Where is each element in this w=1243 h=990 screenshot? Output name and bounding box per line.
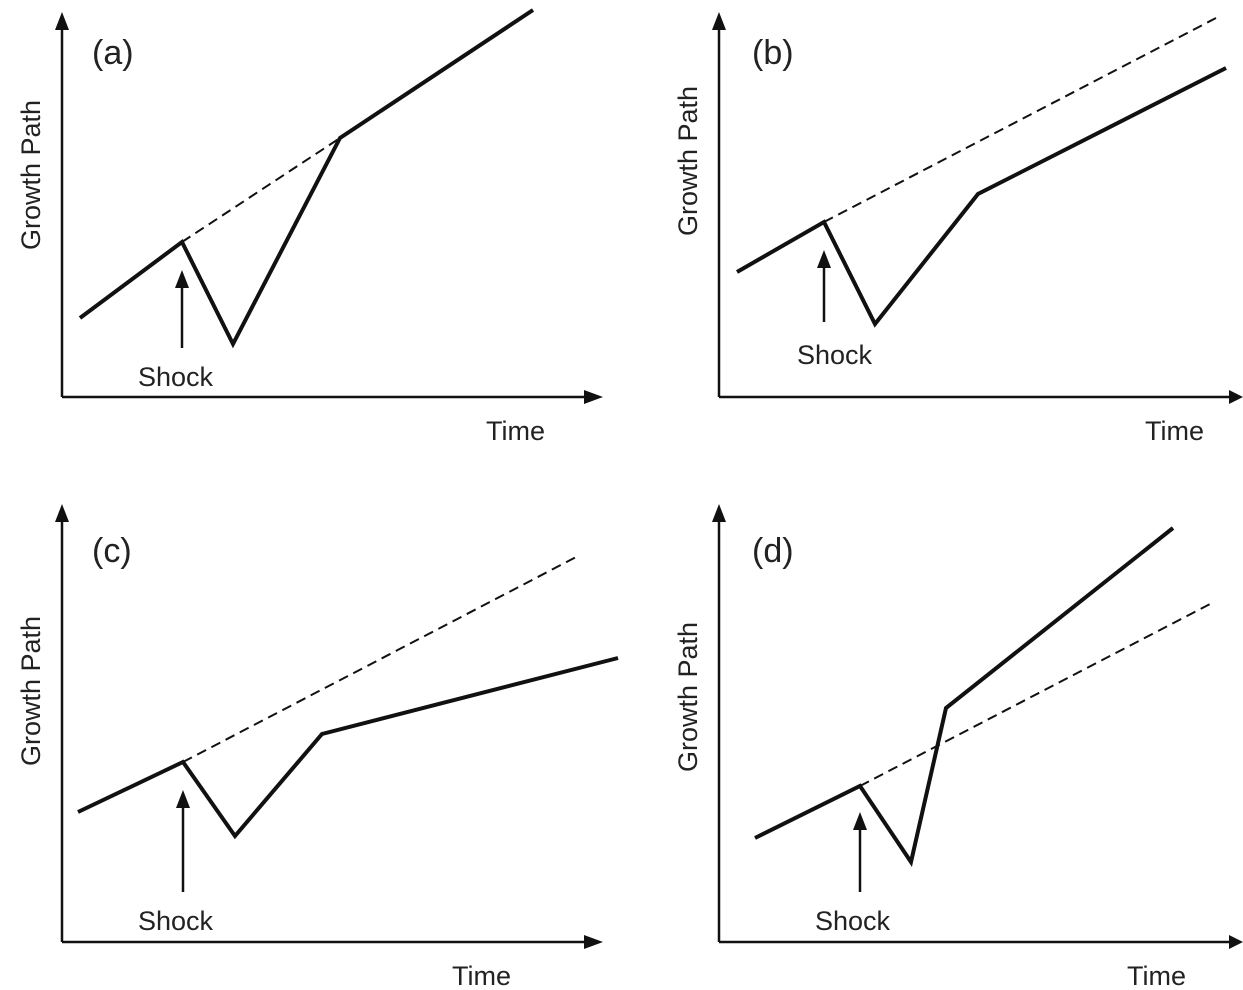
x-axis-arrowhead <box>1229 390 1243 404</box>
y-axis-label: Growth Path <box>16 100 46 250</box>
panel-a: (a) Growth Path Time Shock <box>16 8 603 446</box>
y-axis-label: Growth Path <box>16 616 46 766</box>
y-axis-label: Growth Path <box>673 622 703 772</box>
panel-label: (a) <box>92 34 134 72</box>
shock-arrowhead <box>175 270 189 288</box>
y-axis-arrowhead <box>712 504 726 522</box>
panel-b: (b) Growth Path Time Shock <box>673 12 1243 446</box>
shock-label: Shock <box>138 906 214 936</box>
panel-label: (c) <box>92 532 132 570</box>
x-axis-label: Time <box>486 416 545 446</box>
x-axis-label: Time <box>1127 961 1186 990</box>
pre-shock-trend-line <box>181 137 341 243</box>
actual-growth-path <box>754 526 1175 867</box>
x-axis-arrowhead <box>584 390 603 404</box>
x-axis-label: Time <box>452 961 511 990</box>
shock-arrowhead <box>853 812 867 830</box>
panel-label: (b) <box>752 34 794 72</box>
panel-c: (c) Growth Path Time Shock <box>16 504 619 990</box>
pre-shock-trend-line <box>823 17 1217 223</box>
actual-growth-path <box>736 66 1227 328</box>
shock-arrowhead <box>176 790 190 808</box>
panel-label: (d) <box>752 532 794 570</box>
pre-shock-trend-line <box>182 554 581 763</box>
actual-growth-path <box>77 656 619 840</box>
x-axis-arrowhead <box>584 935 603 949</box>
actual-growth-path <box>78 8 535 349</box>
y-axis-label: Growth Path <box>673 86 703 236</box>
y-axis-arrowhead <box>55 12 69 30</box>
shock-label: Shock <box>815 906 891 936</box>
y-axis-arrowhead <box>712 12 726 30</box>
shock-label: Shock <box>797 340 873 370</box>
shock-label: Shock <box>138 362 214 392</box>
shock-arrowhead <box>817 250 831 268</box>
x-axis-arrowhead <box>1229 935 1243 949</box>
pre-shock-trend-line <box>859 603 1211 787</box>
panel-d: (d) Growth Path Time Shock <box>673 504 1243 990</box>
x-axis-label: Time <box>1145 416 1204 446</box>
y-axis-arrowhead <box>55 504 69 522</box>
